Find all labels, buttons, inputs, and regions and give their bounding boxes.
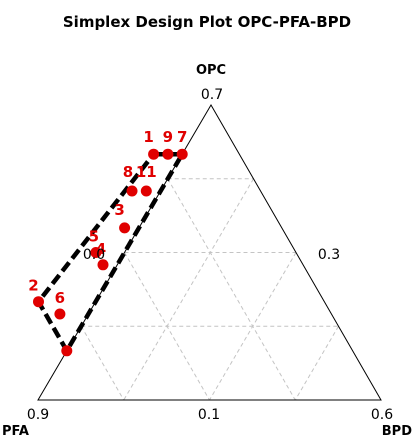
data-label-5: 5: [89, 228, 99, 246]
data-label-6: 6: [55, 289, 65, 307]
vertex-label-bpd: BPD: [382, 424, 412, 438]
grid-line: [167, 178, 296, 401]
triangle-frame: [37, 104, 382, 401]
data-label-9: 9: [163, 128, 173, 146]
data-label-1: 1: [143, 128, 153, 146]
tick-label-right-edge: 0.3: [318, 247, 340, 263]
data-label-8: 8: [123, 163, 133, 181]
data-point-3: [119, 222, 131, 234]
tick-label-top: 0.7: [201, 87, 223, 103]
data-point-8: [126, 185, 138, 197]
data-point-4: [97, 259, 109, 271]
data-point-6: [54, 308, 66, 320]
data-label-11: 11: [136, 163, 157, 181]
vertex-label-pfa: PFA: [2, 424, 29, 438]
data-label-2: 2: [28, 277, 38, 295]
grid-line: [294, 325, 339, 401]
data-label-4: 4: [96, 240, 106, 258]
grid-lines: [80, 178, 339, 401]
data-label-7: 7: [177, 128, 187, 146]
data-point-9: [162, 148, 174, 160]
grid-line: [123, 178, 254, 401]
data-point-10: [61, 345, 73, 357]
tick-label-left-edge: 0.0: [83, 247, 105, 263]
data-point-1: [148, 148, 160, 160]
tick-label-bottom-left: 0.9: [27, 407, 49, 423]
chart-title: Simplex Design Plot OPC-PFA-BPD: [63, 13, 351, 31]
data-point-7: [176, 148, 188, 160]
vertex-label-opc: OPC: [196, 63, 226, 78]
data-point-11: [140, 185, 152, 197]
data-point-5: [90, 247, 102, 258]
data-point-2: [33, 296, 44, 308]
tick-label-bottom-middle: 0.1: [198, 407, 220, 423]
data-points: 1 9 7 8 11 354 26: [28, 128, 188, 357]
grid-line: [80, 326, 125, 401]
data-label-3: 3: [114, 201, 124, 219]
tick-label-bottom-right: 0.6: [371, 407, 393, 423]
